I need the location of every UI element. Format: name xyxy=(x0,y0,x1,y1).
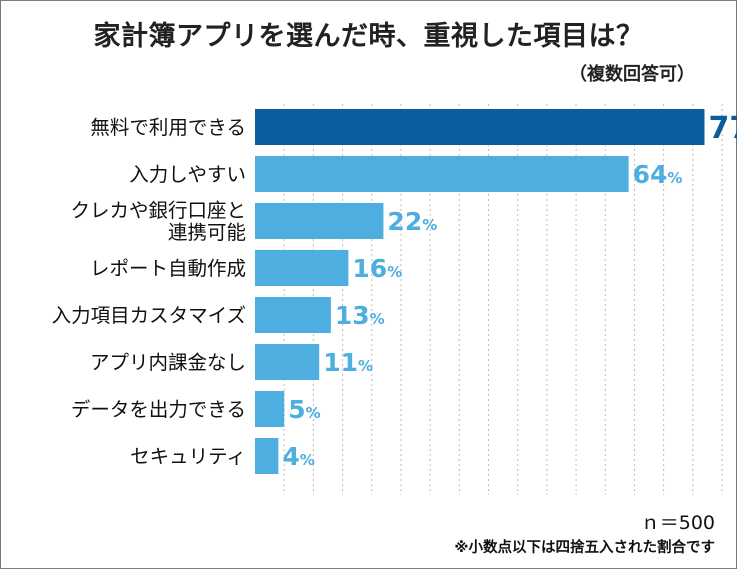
value-label-7: 5% xyxy=(288,395,320,424)
chart-title: 家計簿アプリを選んだ時、重視した項目は？ xyxy=(93,21,644,52)
value-label-8: 4% xyxy=(282,442,314,471)
bar-7 xyxy=(255,391,285,427)
bar-3 xyxy=(255,203,384,239)
category-label-1: 無料で利用できる xyxy=(90,116,246,139)
category-label-6: アプリ内課金なし xyxy=(90,351,246,374)
category-label-8: セキュリティ xyxy=(130,445,246,468)
category-label-4: レポート自動作成 xyxy=(90,257,246,280)
value-label-1: 77% xyxy=(708,111,737,146)
bar-4 xyxy=(255,250,349,286)
value-label-5: 13% xyxy=(335,301,385,330)
chart-subtitle: （複数回答可） xyxy=(569,64,695,85)
bar-8 xyxy=(255,438,279,474)
category-label-3: クレカや銀行口座と連携可能 xyxy=(70,199,246,244)
category-label-7: データを出力できる xyxy=(71,398,246,421)
value-label-3: 22% xyxy=(387,207,437,236)
bar-1 xyxy=(255,109,705,145)
bar-5 xyxy=(255,297,331,333)
category-label-2: 入力しやすい xyxy=(129,163,246,186)
rounding-note: ※小数点以下は四捨五入された割合です xyxy=(454,540,715,556)
sample-size: ｎ＝500 xyxy=(640,512,715,534)
bar-2 xyxy=(255,156,629,192)
value-label-2: 64% xyxy=(633,160,683,189)
bar-6 xyxy=(255,344,320,380)
value-label-6: 11% xyxy=(323,348,373,377)
value-label-4: 16% xyxy=(352,254,402,283)
category-label-5: 入力項目カスタマイズ xyxy=(52,304,246,327)
